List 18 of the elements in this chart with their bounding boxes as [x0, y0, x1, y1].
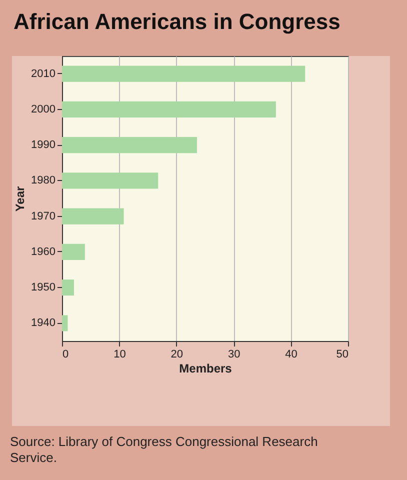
source-note: Source: Library of Congress Congressional Research Service.: [10, 434, 319, 466]
x-tick-label: 30: [228, 348, 240, 360]
y-tick-label: 2010: [31, 68, 56, 80]
x-axis-title: Members: [179, 362, 232, 376]
y-tick-label: 1960: [31, 246, 56, 258]
y-tick-label: 1950: [31, 282, 56, 294]
y-tick-label: 2000: [31, 103, 56, 116]
x-tick-label: 50: [336, 348, 348, 360]
y-axis-title: Year: [13, 186, 28, 212]
y-tick-label: 1970: [31, 210, 56, 222]
x-tick-label: 40: [285, 348, 298, 360]
x-tick-label: 0: [62, 348, 69, 360]
y-tick-label: 1940: [31, 317, 56, 330]
y-tick-label: 1990: [31, 139, 56, 152]
y-tick-label: 1980: [31, 174, 56, 187]
x-tick-label: 10: [114, 348, 126, 360]
x-tick-label: 20: [170, 348, 184, 360]
chart-title: African Americans in Congress: [14, 9, 340, 34]
